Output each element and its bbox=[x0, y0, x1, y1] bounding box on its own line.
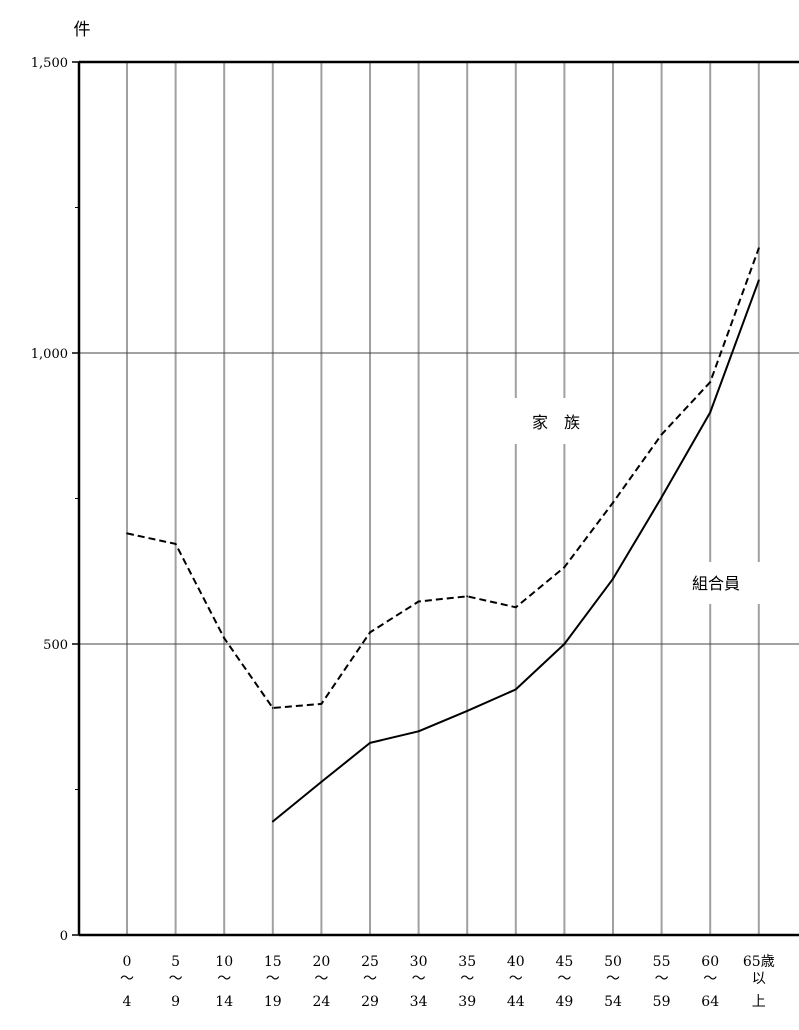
x-tick-label-11-line-2: 59 bbox=[653, 994, 671, 1010]
x-tick-label-9-line-1: 〜 bbox=[557, 971, 571, 987]
x-tick-label-6-line-2: 34 bbox=[410, 994, 428, 1010]
series-0-point-10 bbox=[612, 501, 614, 504]
series-1-point-9 bbox=[563, 643, 566, 645]
x-tick-label-12-line-2: 64 bbox=[701, 994, 719, 1010]
x-tick-label-0: 0〜 4 bbox=[120, 954, 134, 1010]
series-0-point-1 bbox=[174, 543, 177, 545]
series-0-point-5 bbox=[369, 631, 371, 634]
x-tick-label-13-line-1: 以 bbox=[752, 971, 766, 987]
series-0-point-4 bbox=[320, 703, 323, 705]
series-0-point-12 bbox=[709, 381, 712, 383]
y-tick-label-0: 0 bbox=[60, 929, 68, 944]
axes-layer bbox=[72, 60, 799, 937]
x-tick-label-10-line-1: 〜 bbox=[606, 971, 620, 987]
x-tick-label-8: 40〜 44 bbox=[507, 954, 525, 1010]
x-tick-label-0-line-0: 0 bbox=[123, 954, 132, 970]
series-1-point-10 bbox=[612, 577, 614, 580]
x-tick-label-7-line-2: 39 bbox=[458, 994, 476, 1010]
series-0-point-2 bbox=[223, 637, 226, 640]
labels-layer: 05001,0001,500件0〜45〜910〜1415〜1920〜2425〜2… bbox=[31, 20, 775, 1010]
x-tick-label-4-line-2: 24 bbox=[312, 994, 330, 1010]
series-0-point-6 bbox=[417, 600, 420, 603]
x-tick-label-2-line-2: 14 bbox=[215, 994, 233, 1010]
series-0-point-8 bbox=[514, 606, 517, 609]
x-tick-label-4: 20〜 24 bbox=[312, 954, 330, 1010]
x-tick-label-10: 50〜 54 bbox=[604, 954, 622, 1010]
x-tick-label-13-line-0: 65歳 bbox=[743, 954, 775, 970]
x-tick-label-0-line-2: 4 bbox=[123, 994, 132, 1010]
x-tick-label-11: 55〜 59 bbox=[653, 954, 671, 1010]
x-tick-label-5-line-0: 25 bbox=[361, 954, 379, 970]
series-line-0 bbox=[126, 247, 760, 709]
series-0-point-7 bbox=[466, 595, 469, 598]
grid-layer bbox=[79, 62, 799, 935]
x-tick-label-6: 30〜 34 bbox=[410, 954, 428, 1010]
series-0-point-0 bbox=[126, 532, 128, 535]
series-1-point-3 bbox=[271, 820, 274, 823]
series-1-point-8 bbox=[514, 688, 517, 691]
series-layer bbox=[126, 247, 760, 823]
series-1-point-7 bbox=[466, 710, 469, 712]
series-1-point-6 bbox=[417, 730, 420, 733]
series-label-1: 組合員 bbox=[692, 574, 740, 593]
x-tick-label-1-line-0: 5 bbox=[171, 954, 180, 970]
series-1-point-5 bbox=[369, 742, 371, 744]
x-tick-label-9: 45〜 49 bbox=[555, 954, 573, 1010]
x-tick-label-2: 10〜 14 bbox=[215, 954, 233, 1010]
x-tick-label-2-line-1: 〜 bbox=[217, 971, 231, 987]
series-0-point-9 bbox=[563, 566, 566, 569]
series-label-background-0 bbox=[510, 398, 602, 444]
x-tick-label-2-line-0: 10 bbox=[215, 954, 233, 970]
x-tick-label-5: 25〜 29 bbox=[361, 954, 379, 1010]
x-tick-label-3-line-0: 15 bbox=[264, 954, 282, 970]
x-tick-label-10-line-2: 54 bbox=[604, 994, 622, 1010]
x-tick-label-11-line-0: 55 bbox=[653, 954, 671, 970]
x-tick-label-9-line-0: 45 bbox=[555, 954, 573, 970]
x-tick-label-3: 15〜 19 bbox=[264, 954, 282, 1010]
x-tick-label-3-line-1: 〜 bbox=[266, 971, 280, 987]
x-tick-label-0-line-1: 〜 bbox=[120, 971, 134, 987]
x-tick-label-1: 5〜 9 bbox=[169, 954, 183, 1010]
x-tick-label-7: 35〜 39 bbox=[458, 954, 476, 1010]
x-tick-label-1-line-2: 9 bbox=[171, 994, 180, 1010]
series-1-point-12 bbox=[709, 411, 712, 414]
x-tick-label-8-line-1: 〜 bbox=[509, 971, 523, 987]
y-tick-label-500: 500 bbox=[43, 638, 68, 653]
x-tick-label-8-line-0: 40 bbox=[507, 954, 525, 970]
x-tick-label-5-line-2: 29 bbox=[361, 994, 379, 1010]
x-tick-label-3-line-2: 19 bbox=[264, 994, 282, 1010]
x-tick-label-4-line-0: 20 bbox=[312, 954, 330, 970]
series-0-point-13 bbox=[757, 247, 760, 250]
x-tick-label-13-line-2: 上 bbox=[752, 994, 766, 1010]
y-tick-label-1500: 1,500 bbox=[31, 56, 68, 71]
series-label-0: 家 族 bbox=[532, 413, 580, 432]
series-1-point-4 bbox=[320, 781, 323, 783]
series-0-point-3 bbox=[271, 707, 274, 709]
x-tick-label-6-line-0: 30 bbox=[410, 954, 428, 970]
x-tick-label-1-line-1: 〜 bbox=[169, 971, 183, 987]
x-tick-label-8-line-2: 44 bbox=[507, 994, 525, 1010]
x-tick-label-5-line-1: 〜 bbox=[363, 971, 377, 987]
series-1-point-13 bbox=[757, 279, 760, 282]
y-axis-unit-label: 件 bbox=[74, 20, 91, 40]
x-tick-label-9-line-2: 49 bbox=[555, 994, 573, 1010]
y-tick-label-1000: 1,000 bbox=[31, 347, 68, 362]
series-0-point-11 bbox=[660, 433, 663, 436]
x-tick-label-6-line-1: 〜 bbox=[412, 971, 426, 987]
x-tick-label-12-line-0: 60 bbox=[701, 954, 719, 970]
series-1-point-11 bbox=[660, 496, 663, 499]
x-tick-label-11-line-1: 〜 bbox=[655, 971, 669, 987]
series-label-background-1 bbox=[672, 562, 760, 604]
x-tick-label-10-line-0: 50 bbox=[604, 954, 622, 970]
x-tick-label-12: 60〜 64 bbox=[701, 954, 719, 1010]
x-tick-label-12-line-1: 〜 bbox=[703, 971, 717, 987]
x-tick-label-4-line-1: 〜 bbox=[314, 971, 328, 987]
x-tick-label-7-line-0: 35 bbox=[458, 954, 476, 970]
x-tick-label-7-line-1: 〜 bbox=[460, 971, 474, 987]
